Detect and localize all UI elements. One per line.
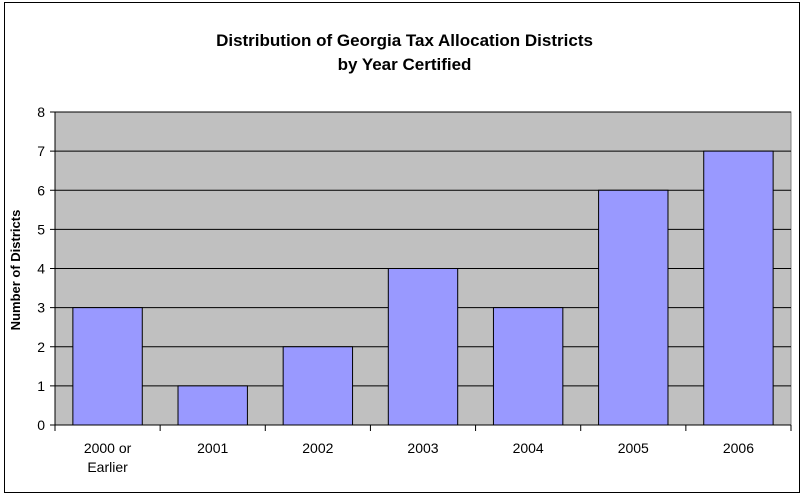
y-tick-label: 6 [37,182,45,198]
y-tick-label: 2 [37,339,45,355]
x-tick-label: 2004 [513,440,544,456]
y-tick-label: 4 [37,261,45,277]
x-tick-label: 2006 [723,440,754,456]
bar [72,307,143,426]
bar [177,385,248,426]
bar [282,346,354,426]
x-tick-label: 2005 [618,440,649,456]
x-tick-label: 2001 [197,440,228,456]
x-tick-label: 2002 [302,440,333,456]
y-tick-label: 3 [37,300,45,316]
y-axis-label: Number of Districts [8,210,23,331]
y-tick-label: 7 [37,143,45,159]
chart-title-line-2: by Year Certified [337,55,472,74]
x-tick-label: 2003 [407,440,438,456]
x-tick-label: 2000 or [84,440,132,456]
bar [598,189,669,426]
y-tick-label: 8 [37,104,45,120]
bar [492,307,564,426]
bar [703,150,774,426]
x-tick-label: Earlier [87,459,128,475]
y-tick-label: 0 [37,417,45,433]
bar [387,268,459,426]
chart-title-line-1: Distribution of Georgia Tax Allocation D… [216,31,593,50]
y-tick-label: 5 [37,221,45,237]
y-tick-label: 1 [37,378,45,394]
